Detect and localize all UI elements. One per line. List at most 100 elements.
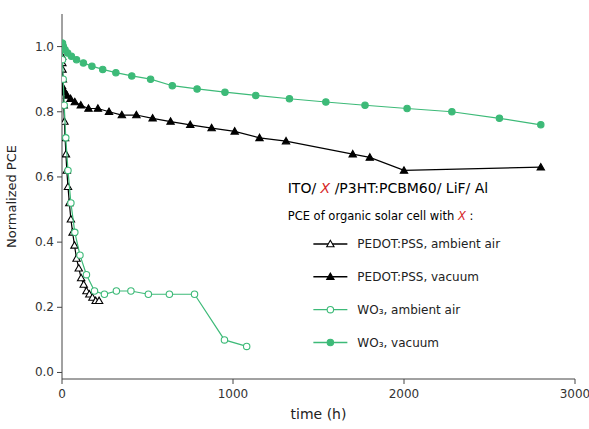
y-tick <box>57 176 62 177</box>
y-axis-label: Normalized PCE <box>4 145 19 248</box>
data-point <box>323 99 329 105</box>
x-tick-label: 3000 <box>560 387 589 401</box>
data-point <box>62 102 67 108</box>
data-point <box>62 56 66 62</box>
data-point <box>133 111 140 117</box>
legend-label: PEDOT:PSS, ambient air <box>357 237 500 251</box>
x-tick-label: 2000 <box>389 387 420 401</box>
data-point <box>77 252 83 258</box>
data-point <box>243 343 249 349</box>
legend-marker <box>327 240 334 246</box>
data-point <box>95 297 102 303</box>
legend-item: PEDOT:PSS, vacuum <box>313 270 479 284</box>
data-point <box>85 105 92 111</box>
data-point <box>362 102 368 108</box>
data-point <box>62 150 69 156</box>
y-tick-label: 0.8 <box>35 105 54 119</box>
data-point <box>366 154 373 160</box>
legend-marker <box>327 273 334 279</box>
y-tick-label: 0.6 <box>35 170 54 184</box>
data-point <box>73 56 79 62</box>
y-tick <box>57 307 62 308</box>
data-point <box>62 134 69 140</box>
legend-item: WO₃, ambient air <box>313 303 460 317</box>
data-point <box>64 183 71 189</box>
data-point <box>75 265 82 271</box>
data-point <box>167 118 174 124</box>
data-point <box>62 76 66 82</box>
legend-marker <box>327 339 333 345</box>
data-point <box>63 167 70 173</box>
series-line <box>62 47 99 301</box>
data-point <box>253 92 259 98</box>
data-point <box>169 82 175 88</box>
data-point <box>113 288 119 294</box>
data-point <box>71 98 78 104</box>
y-tick <box>57 111 62 112</box>
data-point <box>286 96 292 102</box>
data-point <box>400 167 407 173</box>
data-point <box>63 135 69 141</box>
legend-item: WO₃, vacuum <box>313 336 439 350</box>
data-point <box>118 111 125 117</box>
data-point <box>537 163 544 169</box>
data-point <box>231 128 238 134</box>
data-point <box>99 66 105 72</box>
data-point <box>128 288 134 294</box>
data-point <box>83 272 89 278</box>
x-tick-label: 1000 <box>218 387 249 401</box>
data-point <box>65 167 71 173</box>
data-point <box>62 102 67 108</box>
legend-label: WO₃, ambient air <box>357 303 460 317</box>
series-line <box>62 86 541 171</box>
data-point <box>256 134 263 140</box>
series-markers <box>62 40 544 128</box>
data-point <box>94 105 101 111</box>
data-point <box>221 337 227 343</box>
x-tick <box>62 379 63 384</box>
data-point <box>208 124 215 130</box>
data-point <box>194 86 200 92</box>
data-point <box>105 108 112 114</box>
plot-area <box>62 40 544 349</box>
data-point <box>91 288 97 294</box>
legend-label: PEDOT:PSS, vacuum <box>357 270 479 284</box>
data-point <box>145 291 151 297</box>
annotation-title: ITO/ X /P3HT:PCBM60/ LiF/ Al <box>288 180 489 196</box>
y-tick-label: 1.0 <box>35 40 54 54</box>
data-point <box>187 121 194 127</box>
annotation-subtitle: PCE of organic solar cell with X : <box>288 209 474 223</box>
data-point <box>191 291 197 297</box>
data-point <box>147 76 153 82</box>
data-point <box>89 63 95 69</box>
data-point <box>72 229 78 235</box>
data-point <box>68 200 74 206</box>
data-point <box>449 109 455 115</box>
data-point <box>349 150 356 156</box>
chart: 01000200030000.00.20.40.60.81.0time (h)N… <box>0 0 589 429</box>
data-point <box>538 122 544 128</box>
legend-item: PEDOT:PSS, ambient air <box>313 237 500 251</box>
y-tick-label: 0.2 <box>35 300 54 314</box>
series-markers <box>62 43 103 304</box>
series-markers <box>62 82 544 173</box>
series-line <box>62 43 541 124</box>
data-point <box>129 73 135 79</box>
x-tick <box>404 379 405 384</box>
legend-label: WO₃, vacuum <box>357 336 439 350</box>
legend: PEDOT:PSS, ambient air PEDOT:PSS, vacuum W… <box>313 237 500 350</box>
x-axis-line <box>62 379 575 380</box>
data-point <box>101 291 107 297</box>
y-tick <box>57 46 62 47</box>
y-tick <box>57 372 62 373</box>
data-point <box>80 281 87 287</box>
data-point <box>62 75 67 81</box>
data-point <box>282 137 289 143</box>
x-tick <box>575 379 576 384</box>
data-point <box>149 115 156 121</box>
data-point <box>113 69 119 75</box>
series-markers <box>62 43 250 349</box>
x-axis-label: time (h) <box>291 406 347 422</box>
y-tick-label: 0.4 <box>35 235 54 249</box>
y-tick-label: 0.0 <box>35 365 54 379</box>
